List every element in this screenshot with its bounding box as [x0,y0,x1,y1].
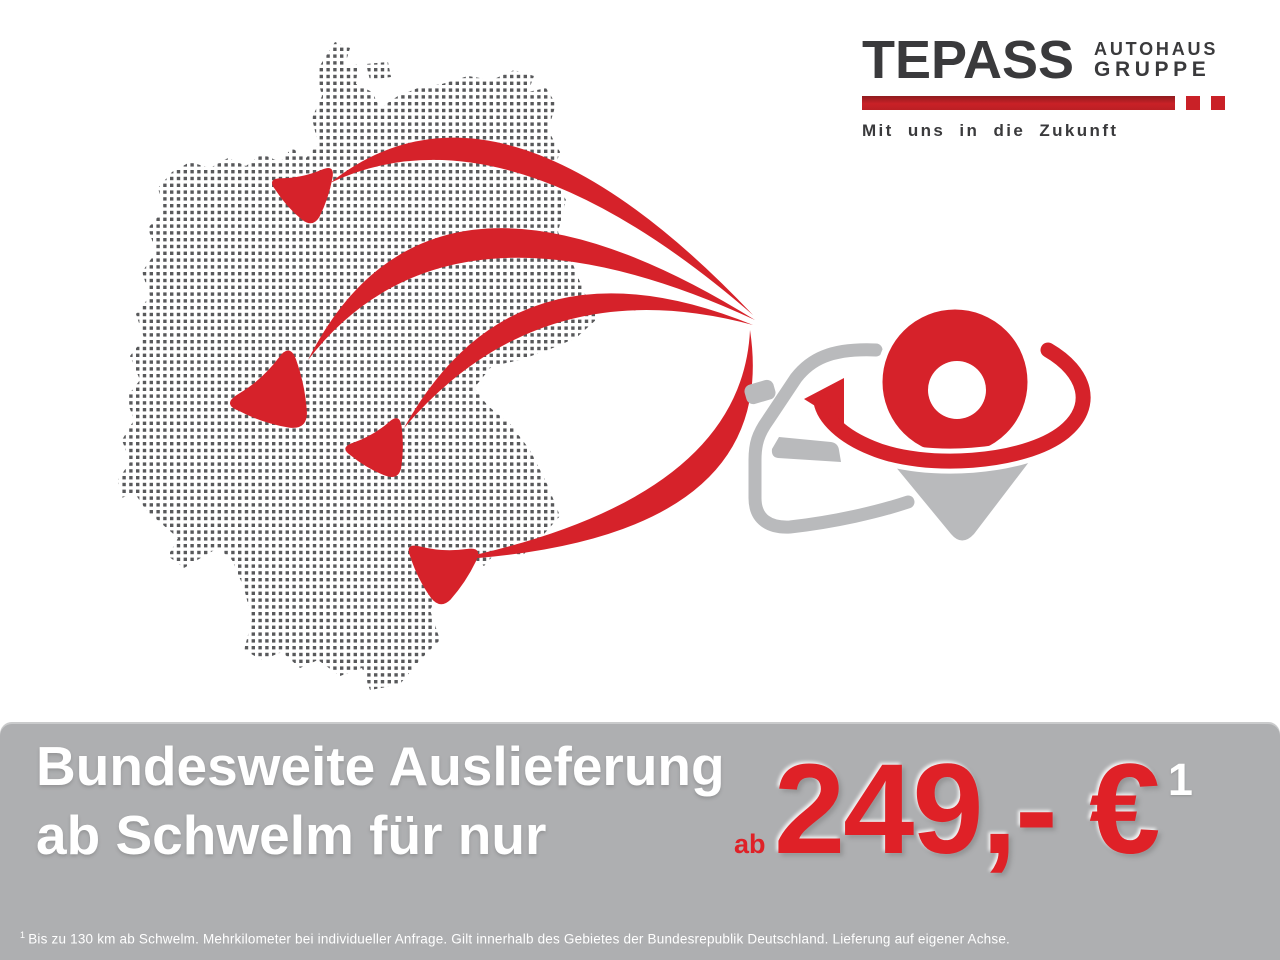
price-prefix: ab [734,829,766,859]
delivery-route-arrows [227,137,755,607]
logo-bar-square [1186,95,1200,110]
price-superscript: 1 [1167,754,1193,805]
brand-division-line2: GRUPPE [1094,57,1211,81]
logo-bar-line [862,95,1175,110]
logo: TEPASS AUTOHAUS GRUPPE Mit uns in die Zu… [862,30,1234,141]
location-pin-icon [797,302,1096,544]
footnote-superscript: 1 [20,929,26,940]
germany-dotted-map [118,42,598,690]
route-swoosh [308,228,755,360]
offer-headline-line1: Bundesweite Auslieferung [36,735,725,797]
orbit-arrow-icon [797,337,1096,474]
offer-headline: Bundesweite Auslieferung ab Schwelm für … [36,732,725,870]
price-value: 249,- € [773,738,1160,881]
route-swoosh [404,293,753,428]
car-mirror [744,379,776,405]
brand-tagline: Mit uns in die Zukunft [862,120,1119,140]
car-icon [744,343,915,534]
route-swoosh [330,137,753,315]
brand-division: AUTOHAUS GRUPPE [1094,36,1218,80]
footnote-text: Bis zu 130 km ab Schwelm. Mehrkilometer … [28,931,1010,946]
brand-division-line1: AUTOHAUS [1094,39,1219,59]
footnote: 1 Bis zu 130 km ab Schwelm. Mehrkilometer… [20,930,1010,947]
car-window [771,437,841,462]
logo-bar-square [1211,95,1225,110]
offer-price: ab 249,- € 1 [734,736,1193,883]
offer-banner: Bundesweite Auslieferung ab Schwelm für … [0,722,1280,960]
delivery-illustration [118,42,1096,690]
pin-hole [928,361,986,419]
brand-name: TEPASS [862,30,1075,90]
logo-red-bar [862,95,1234,110]
offer-headline-line2: ab Schwelm für nur [36,804,547,866]
route-swoosh [452,330,753,560]
